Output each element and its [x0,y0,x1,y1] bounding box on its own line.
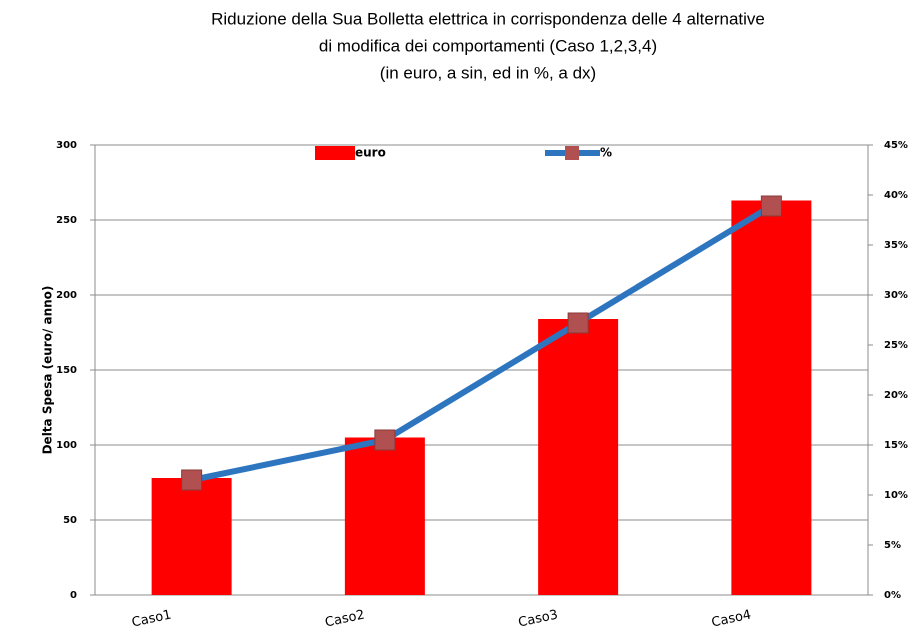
legend-label: % [600,146,612,160]
y2-tick-label: 40% [884,190,908,201]
y2-tick-label: 20% [884,390,908,401]
y2-tick-label: 10% [884,490,908,501]
y2-tick-label: 35% [884,240,908,251]
bar [151,478,232,595]
legend-swatch [315,146,355,160]
y2-tick-label: 15% [884,440,908,451]
y-axis-label: Delta Spesa (euro/ anno) [41,286,55,455]
y-tick-label: 0 [70,590,77,601]
legend-label: euro [355,146,386,160]
chart-title: di modifica dei comportamenti (Caso 1,2,… [319,36,657,55]
x-tick-label: Caso2 [324,608,366,631]
y-tick-label: 50 [63,515,77,526]
x-tick-label: Caso1 [130,608,172,631]
legend-swatch [565,146,579,160]
y-tick-label: 100 [56,440,77,451]
x-tick-label: Caso3 [517,608,559,631]
line-marker [374,429,396,451]
bar [344,437,425,595]
chart-title: (in euro, a sin, ed in %, a dx) [380,63,596,82]
line-marker [181,469,203,491]
y-tick-label: 250 [56,215,77,226]
bar [731,200,812,595]
line-marker [760,195,782,217]
bar [538,319,619,595]
line-marker [567,312,589,334]
x-tick-label: Caso4 [710,608,752,631]
chart-title: Riduzione della Sua Bolletta elettrica i… [211,9,765,28]
y2-tick-label: 25% [884,340,908,351]
y-tick-label: 200 [56,290,77,301]
y-tick-label: 300 [56,140,77,151]
y2-tick-label: 30% [884,290,908,301]
y-tick-label: 150 [56,365,77,376]
line [191,203,773,483]
y2-tick-label: 5% [884,540,901,551]
y2-tick-label: 0% [884,590,901,601]
y2-tick-label: 45% [884,140,908,151]
